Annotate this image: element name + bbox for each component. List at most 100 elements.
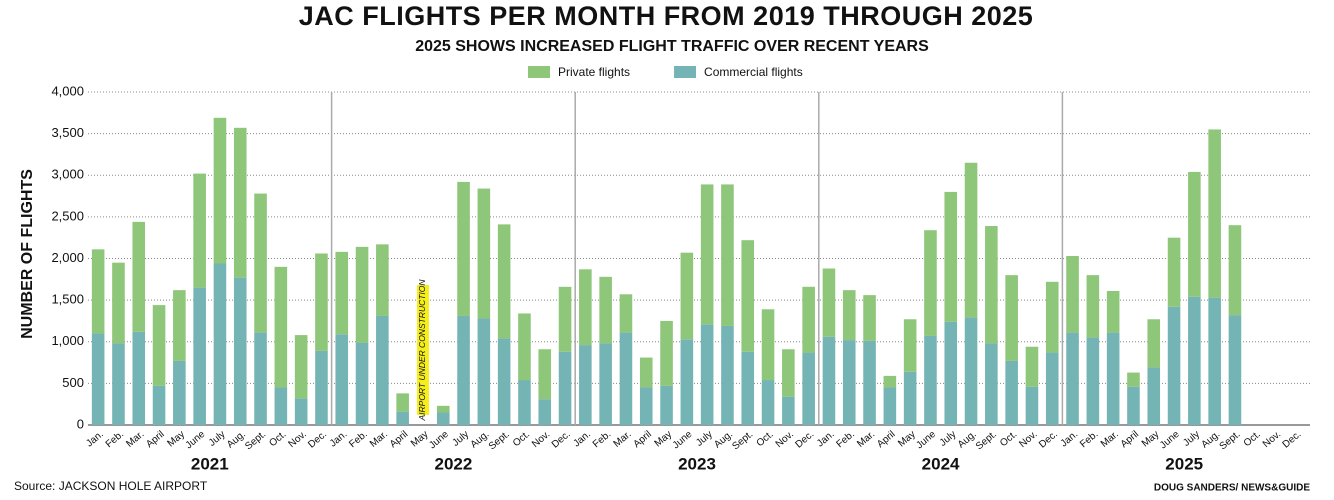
bar-segment xyxy=(721,184,734,326)
bar-segment xyxy=(436,405,450,413)
bar-segment xyxy=(1127,386,1140,425)
group-label: 2021 xyxy=(191,454,229,473)
bar-segment xyxy=(964,317,978,425)
bar-segment xyxy=(254,193,267,333)
bar-segment xyxy=(660,320,673,386)
legend-label: Private flights xyxy=(558,65,630,79)
bar-segment xyxy=(579,345,592,425)
x-tick-label: Feb. xyxy=(1078,429,1100,450)
x-tick-label: May xyxy=(896,429,918,450)
bar-segment xyxy=(761,380,775,425)
bar-segment xyxy=(213,263,227,425)
bar-segment xyxy=(538,349,552,400)
x-tick-label: July xyxy=(450,429,471,449)
y-tick-label: 1,500 xyxy=(51,292,84,307)
bar-segment xyxy=(741,240,755,352)
source: Source: JACKSON HOLE AIRPORT xyxy=(14,479,208,493)
bar-segment xyxy=(883,387,897,425)
x-tick-label: Aug. xyxy=(712,429,735,451)
bar-segment xyxy=(599,276,612,344)
x-tick-label: Dec. xyxy=(1281,429,1304,451)
bar-segment xyxy=(802,352,815,425)
bar-segment xyxy=(497,224,511,339)
x-tick-label: Jan. xyxy=(84,429,106,450)
bar-segment xyxy=(700,324,714,425)
group-label: 2022 xyxy=(434,454,472,473)
bar-segment xyxy=(132,221,146,332)
bar-segment xyxy=(1025,386,1039,425)
bar-segment xyxy=(91,333,105,425)
credit: DOUG SANDERS/ NEWS&GUIDE xyxy=(1154,483,1310,494)
bar-segment xyxy=(335,251,349,335)
y-tick-label: 2,500 xyxy=(51,208,84,223)
bar-segment xyxy=(193,287,206,425)
bar-segment xyxy=(477,188,491,319)
bar-segment xyxy=(924,230,937,336)
bar-segment xyxy=(1228,225,1242,316)
bar-segment xyxy=(680,339,694,425)
bar-segment xyxy=(518,313,531,381)
bar-segment xyxy=(1188,171,1201,297)
bar-segment xyxy=(274,266,288,388)
bar-segment xyxy=(1208,297,1221,425)
x-tick-label: Feb. xyxy=(347,429,369,450)
bar-segment xyxy=(1167,237,1181,307)
x-tick-label: Sept. xyxy=(974,429,999,452)
bar-segment xyxy=(761,309,775,381)
legend-label: Commercial flights xyxy=(704,65,803,79)
bar-segment xyxy=(274,387,288,425)
y-tick-label: 3,000 xyxy=(51,167,84,182)
bar-segment xyxy=(112,262,125,344)
bar-segment xyxy=(1066,256,1079,333)
bar-segment xyxy=(538,399,552,425)
x-tick-label: June xyxy=(671,429,695,452)
bar-segment xyxy=(1106,332,1120,425)
bar-segment xyxy=(985,226,998,344)
bar-segment xyxy=(376,244,389,316)
bar-segment xyxy=(376,315,389,425)
bar-segment xyxy=(173,290,186,361)
x-tick-label: Oct. xyxy=(267,429,288,449)
y-tick-label: 0 xyxy=(77,416,84,431)
bar-segment xyxy=(863,340,876,425)
bar-segment xyxy=(822,336,836,425)
bar-segment xyxy=(822,268,836,337)
bar-segment xyxy=(315,253,328,351)
x-tick-label: May xyxy=(409,429,431,450)
x-tick-label: April xyxy=(144,429,166,450)
x-tick-label: Feb. xyxy=(591,429,613,450)
y-tick-label: 3,500 xyxy=(51,125,84,140)
bar-segment xyxy=(842,290,856,341)
bar-segment xyxy=(396,393,409,412)
chart-subtitle: 2025 SHOWS INCREASED FLIGHT TRAFFIC OVER… xyxy=(415,38,929,55)
bar-segment xyxy=(1086,275,1100,338)
bar-segment xyxy=(924,335,937,425)
bar-segment xyxy=(802,286,815,353)
x-tick-label: July xyxy=(938,429,959,449)
bar-segment xyxy=(152,385,166,425)
bar-segment xyxy=(1106,290,1120,333)
bar-segment xyxy=(1066,332,1079,425)
bar-segment xyxy=(112,343,125,425)
x-tick-label: Nov. xyxy=(530,429,552,450)
y-tick-label: 2,000 xyxy=(51,250,84,265)
y-axis-label: NUMBER OF FLIGHTS xyxy=(19,169,36,339)
x-tick-label: April xyxy=(388,429,410,450)
bar-segment xyxy=(1167,306,1181,425)
x-tick-label: May xyxy=(1140,429,1162,450)
x-tick-label: Oct. xyxy=(755,429,776,449)
x-tick-label: Jan. xyxy=(1059,429,1081,450)
bar-segment xyxy=(193,173,206,288)
x-tick-label: June xyxy=(1158,429,1182,452)
bar-segment xyxy=(782,396,795,425)
x-tick-label: Nov. xyxy=(287,429,309,450)
bar-segment xyxy=(944,321,958,425)
bar-segment xyxy=(294,398,308,425)
x-tick-label: July xyxy=(207,429,228,449)
bar-segment xyxy=(1147,367,1161,425)
x-tick-label: Feb. xyxy=(104,429,126,450)
x-tick-label: Mar. xyxy=(1099,429,1121,450)
bar-segment xyxy=(254,332,267,425)
x-tick-label: Oct. xyxy=(1242,429,1263,449)
bar-segment xyxy=(132,331,146,425)
